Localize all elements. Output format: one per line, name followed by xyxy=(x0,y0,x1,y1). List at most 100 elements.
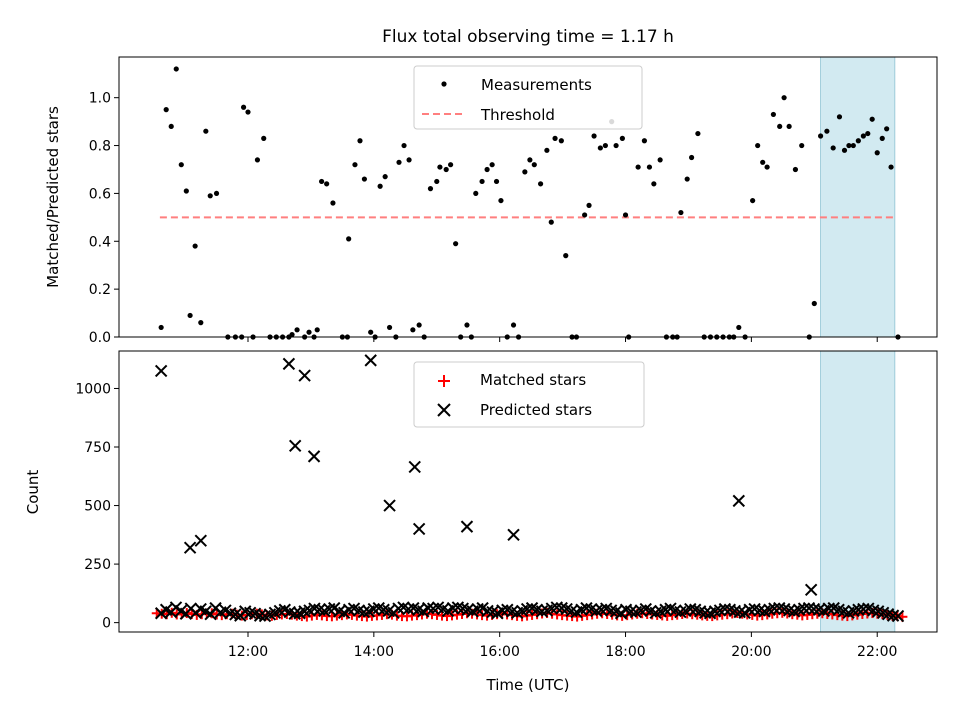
measurement-point xyxy=(498,197,504,204)
bottom-ytick-label: 1000 xyxy=(75,381,111,397)
measurement-point xyxy=(865,130,871,137)
bottom-xtick-label: 18:00 xyxy=(605,644,645,660)
bottom-xtick-label: 14:00 xyxy=(354,644,394,660)
measurement-point xyxy=(240,104,247,110)
predicted-star-point xyxy=(604,604,618,617)
bottom-legend: Matched stars Predicted stars xyxy=(413,361,645,428)
measurement-point xyxy=(830,145,836,151)
measurement-point xyxy=(678,209,684,216)
measurement-point xyxy=(368,329,374,335)
legend-threshold-label: Threshold xyxy=(480,106,555,124)
predicted-star-point xyxy=(288,439,302,453)
predicted-star-point xyxy=(867,604,880,617)
measurement-point xyxy=(396,159,402,165)
predicted-star-point xyxy=(743,603,756,616)
predicted-star-point xyxy=(154,364,168,378)
bottom-legend-box xyxy=(413,361,645,428)
measurement-point xyxy=(548,219,554,225)
predicted-star-point xyxy=(402,602,415,616)
bottom-ytick-label: 0 xyxy=(102,616,111,632)
predicted-star-point xyxy=(886,609,900,622)
predicted-star-point xyxy=(507,528,520,542)
measurement-point xyxy=(879,135,885,141)
measurement-point xyxy=(684,176,690,182)
measurement-point xyxy=(622,212,629,218)
predicted-star-point xyxy=(684,602,697,616)
bottom-marks xyxy=(151,354,908,623)
measurement-point xyxy=(792,166,799,173)
measurement-point xyxy=(382,174,388,180)
measurement-point xyxy=(319,178,325,185)
measurement-point xyxy=(817,133,824,139)
predicted-star-point xyxy=(298,369,311,382)
measurement-point xyxy=(836,114,843,120)
measurement-point xyxy=(811,300,817,307)
predicted-star-point xyxy=(367,602,381,616)
measurement-point xyxy=(552,135,558,141)
legend-measurements-label: Measurements xyxy=(481,76,592,94)
measurement-point xyxy=(484,166,490,173)
measurement-point xyxy=(489,162,495,168)
measurement-point xyxy=(657,157,663,163)
top-y-axis-label: Matched/Predicted stars xyxy=(44,106,62,288)
bottom-axes-frame xyxy=(118,350,938,633)
measurement-point xyxy=(453,241,459,247)
bottom-xtick-label: 20:00 xyxy=(731,644,771,660)
predicted-star-point xyxy=(753,604,766,617)
bottom-ytick-label: 500 xyxy=(84,499,111,515)
top-xticks xyxy=(247,337,878,342)
top-panel: 0.0 0.2 0.4 0.6 0.8 1.0 Flux total observing … xyxy=(44,27,938,346)
bottom-yticks: 0 250 500 750 1000 xyxy=(75,381,119,632)
measurement-point xyxy=(330,200,336,206)
predicted-star-point xyxy=(807,602,821,616)
measurement-point xyxy=(493,178,500,185)
top-ytick-label: 1.0 xyxy=(89,91,111,107)
measurement-point xyxy=(207,193,213,199)
predicted-star-point xyxy=(364,354,377,367)
measurement-point xyxy=(855,138,861,144)
measurement-point xyxy=(613,142,619,149)
x-axis-label: Time (UTC) xyxy=(486,676,570,694)
measurement-point xyxy=(597,145,603,151)
predicted-star-point xyxy=(323,602,336,616)
measurement-point xyxy=(760,159,766,165)
predicted-star-point xyxy=(357,605,371,619)
measurement-point xyxy=(799,142,805,149)
measurement-point xyxy=(527,157,533,163)
predicted-star-point xyxy=(183,541,197,554)
measurement-point xyxy=(361,176,367,182)
measurement-point xyxy=(764,164,770,170)
predicted-star-point xyxy=(460,520,474,533)
measurement-point xyxy=(198,320,204,326)
predicted-star-point xyxy=(822,602,835,615)
measurement-point xyxy=(869,116,875,122)
measurement-point xyxy=(786,123,792,130)
predicted-star-point xyxy=(307,450,321,463)
measurement-point xyxy=(860,133,866,139)
top-ytick-label: 0.2 xyxy=(89,282,111,298)
predicted-star-point xyxy=(891,609,905,623)
top-ytick-label: 0.0 xyxy=(89,330,111,346)
measurement-point xyxy=(306,329,312,335)
measurement-point xyxy=(537,181,544,187)
bottom-ytick-label: 250 xyxy=(84,557,111,573)
predicted-star-point xyxy=(732,494,745,508)
measurement-point xyxy=(531,162,537,168)
measurement-point xyxy=(183,188,189,194)
measurement-point xyxy=(473,190,479,197)
measurement-point xyxy=(464,322,470,328)
predicted-star-point xyxy=(471,602,484,616)
measurement-point xyxy=(245,109,251,115)
predicted-star-point xyxy=(768,602,781,615)
predicted-star-point xyxy=(412,522,426,536)
measurement-point xyxy=(163,107,169,113)
measurement-point xyxy=(874,150,880,156)
measurement-point xyxy=(443,166,449,173)
measurement-point xyxy=(357,138,363,144)
measurement-point xyxy=(781,95,787,101)
predicted-star-point xyxy=(282,357,296,371)
predicted-star-point xyxy=(733,605,746,619)
measurement-point xyxy=(187,312,193,319)
measurement-point xyxy=(689,154,695,161)
measurement-point xyxy=(416,322,422,328)
